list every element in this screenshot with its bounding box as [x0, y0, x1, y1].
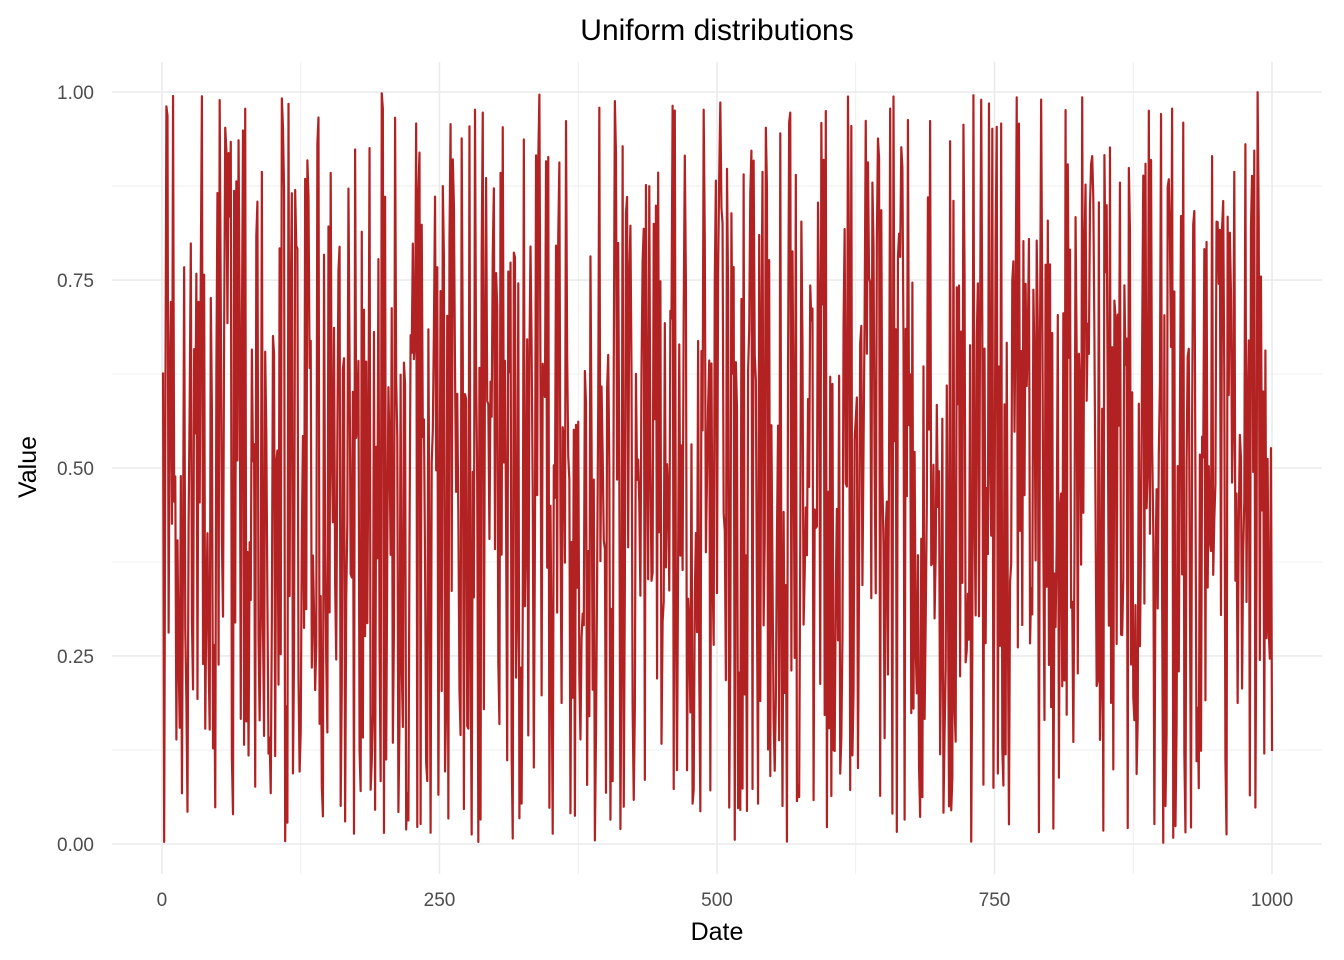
x-axis-title: Date [691, 918, 744, 946]
y-tick-label: 0.50 [57, 459, 94, 480]
x-tick-label: 250 [424, 890, 456, 911]
y-tick-label: 1.00 [57, 83, 94, 104]
chart-title: Uniform distributions [580, 14, 853, 47]
y-tick-label: 0.75 [57, 271, 94, 292]
y-tick-label: 0.25 [57, 647, 94, 668]
x-tick-label: 1000 [1251, 890, 1293, 911]
y-tick-label: 0.00 [57, 835, 94, 856]
y-axis-title: Value [14, 436, 42, 498]
x-tick-label: 0 [157, 890, 168, 911]
x-tick-label: 500 [701, 890, 733, 911]
x-tick-label: 750 [979, 890, 1011, 911]
